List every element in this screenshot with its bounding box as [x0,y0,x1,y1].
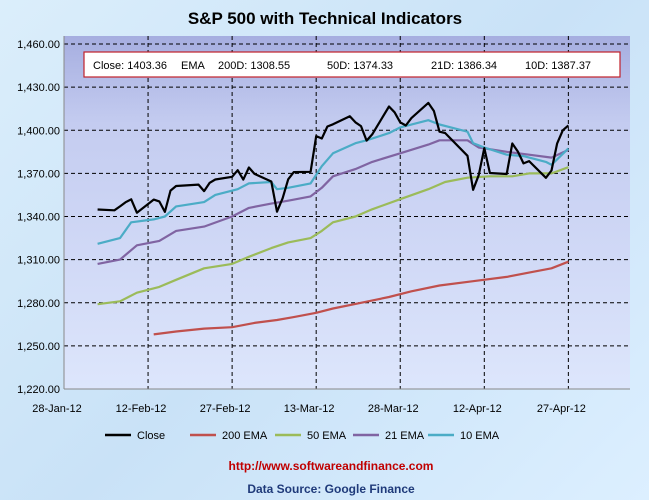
legend-label: 10 EMA [460,430,500,442]
x-tick-label: 28-Mar-12 [368,403,419,415]
series-lines [97,101,570,336]
x-tick-label: 12-Apr-12 [453,403,502,415]
y-tick-label: 1,310.00 [17,255,60,267]
y-tick-label: 1,250.00 [17,341,60,353]
summary-ema: EMA [181,60,206,72]
series-line-10-ema [97,119,570,245]
plot-area [64,36,630,389]
legend-label: Close [137,430,165,442]
series-line-200-ema [153,260,569,336]
y-tick-label: 1,370.00 [17,168,60,180]
chart-title: S&P 500 with Technical Indicators [188,9,462,28]
legend-label: 21 EMA [385,430,425,442]
summary-10d: 10D: 1387.37 [525,60,591,72]
summary-21d: 21D: 1386.34 [431,60,497,72]
series-line-50-ema [97,166,569,306]
y-tick-label: 1,280.00 [17,298,60,310]
summary-box: Close: 1403.36 EMA 200D: 1308.55 50D: 13… [83,51,621,78]
y-tick-label: 1,430.00 [17,82,60,94]
legend-label: 200 EMA [222,430,268,442]
footer-source: Data Source: Google Finance [247,482,415,496]
y-tick-label: 1,340.00 [17,212,60,224]
y-tick-label: 1,400.00 [17,125,60,137]
x-axis: 28-Jan-12 12-Feb-12 27-Feb-12 13-Mar-12 28-M… [32,403,586,415]
gridlines [64,36,630,389]
x-tick-label: 27-Feb-12 [200,403,251,415]
x-tick-label: 28-Jan-12 [32,403,82,415]
y-tick-label: 1,220.00 [17,384,60,396]
summary-200d: 200D: 1308.55 [218,60,290,72]
y-axis: 1,220.00 1,250.00 1,280.00 1,310.00 1,340.00… [17,39,60,396]
x-tick-label: 13-Mar-12 [284,403,335,415]
summary-close: Close: 1403.36 [93,60,167,72]
footer-url[interactable]: http://www.softwareandfinance.com [229,459,434,473]
legend: Close 200 EMA 50 EMA 21 EMA 10 EMA [105,430,500,442]
x-tick-label: 27-Apr-12 [537,403,586,415]
y-tick-label: 1,460.00 [17,39,60,51]
summary-50d: 50D: 1374.33 [327,60,393,72]
series-line-close [97,101,570,214]
x-tick-label: 12-Feb-12 [116,403,167,415]
legend-label: 50 EMA [307,430,347,442]
